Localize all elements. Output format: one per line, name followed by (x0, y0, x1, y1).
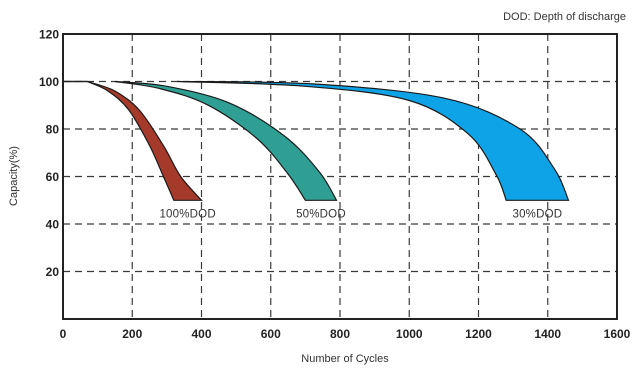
band-label-0: 100%DOD (159, 208, 215, 220)
y-tick-2: 60 (46, 170, 60, 184)
band-label-2: 30%DOD (512, 208, 562, 220)
x-tick-0: 0 (60, 327, 67, 341)
x-tick-3: 600 (261, 327, 281, 341)
dod-note: DOD: Depth of discharge (503, 11, 626, 23)
band-1 (114, 80, 338, 201)
bands (86, 80, 570, 201)
band-0 (86, 80, 203, 201)
x-tick-7: 1400 (534, 327, 561, 341)
x-tick-labels: 0 200 400 600 800 1000 1200 1400 1600 (60, 327, 631, 341)
x-tick-6: 1200 (465, 327, 492, 341)
plot-frame (62, 33, 618, 320)
y-tick-1: 40 (46, 218, 60, 232)
y-axis-label: Capacity(%) (8, 146, 20, 206)
x-tick-5: 1000 (396, 327, 423, 341)
y-tick-labels: 20 40 60 80 100 120 (39, 28, 59, 280)
x-tick-4: 800 (330, 327, 350, 341)
y-tick-3: 80 (46, 123, 60, 137)
x-tick-1: 200 (122, 327, 142, 341)
y-tick-4: 100 (39, 75, 59, 89)
y-tick-5: 120 (39, 28, 59, 42)
x-tick-2: 400 (191, 327, 211, 341)
x-tick-8: 1600 (604, 327, 631, 341)
band-labels: 100%DOD 50%DOD 30%DOD (159, 208, 562, 220)
y-tick-0: 20 (46, 265, 60, 279)
band-2 (177, 80, 570, 201)
band-label-1: 50%DOD (296, 208, 346, 220)
x-axis-label: Number of Cycles (301, 353, 389, 365)
